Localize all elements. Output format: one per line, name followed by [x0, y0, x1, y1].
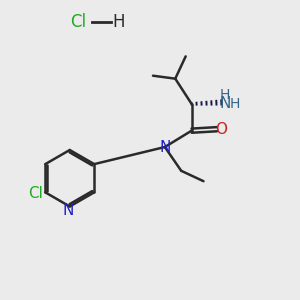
- Text: O: O: [215, 122, 227, 137]
- Text: Cl: Cl: [28, 186, 43, 201]
- Text: Cl: Cl: [70, 13, 87, 31]
- Text: H: H: [230, 97, 240, 111]
- Text: H: H: [112, 13, 125, 31]
- Text: N: N: [159, 140, 170, 154]
- Text: N: N: [219, 95, 231, 110]
- Text: N: N: [63, 203, 74, 218]
- Text: H: H: [220, 88, 230, 102]
